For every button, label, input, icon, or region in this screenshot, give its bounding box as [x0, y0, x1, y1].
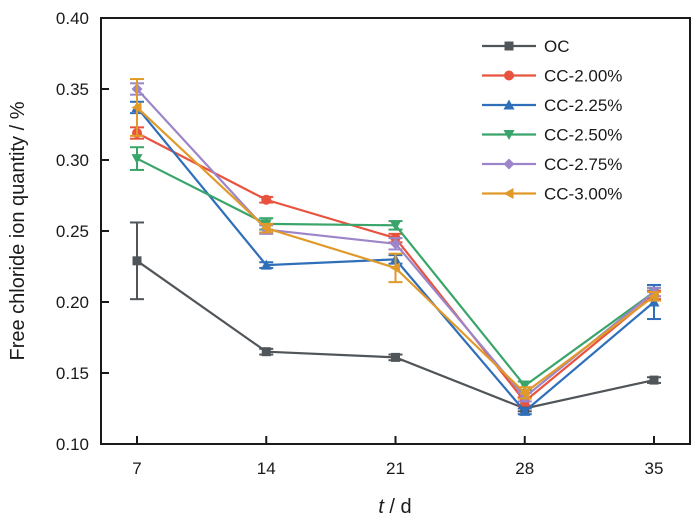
data-point — [132, 256, 142, 266]
data-point — [260, 222, 271, 234]
y-tick-label: 0.15 — [56, 364, 89, 383]
legend-item: CC-2.25% — [482, 96, 622, 115]
series-cc-3-00- — [130, 78, 661, 400]
x-axis-title-variable: t — [378, 496, 385, 518]
data-point — [391, 352, 400, 362]
x-tick-label: 35 — [645, 459, 664, 478]
data-point — [519, 387, 530, 399]
legend-item: OC — [482, 37, 570, 56]
legend-label: OC — [544, 37, 570, 56]
legend-marker — [504, 70, 514, 81]
y-tick-label: 0.10 — [56, 435, 89, 454]
legend-label: CC-2.00% — [544, 67, 622, 86]
data-point — [390, 238, 401, 250]
data-point — [260, 259, 272, 270]
x-tick-label: 21 — [386, 459, 405, 478]
x-tick-label: 28 — [515, 459, 534, 478]
legend-item: CC-2.50% — [482, 126, 622, 145]
data-point — [649, 375, 659, 385]
y-tick-label: 0.35 — [56, 80, 89, 99]
series-layer — [130, 78, 661, 416]
y-tick-label: 0.25 — [56, 222, 89, 241]
x-axis-title-unit: / d — [384, 496, 412, 518]
data-point — [390, 262, 400, 274]
x-axis-title: t / d — [378, 496, 411, 518]
x-tick-label: 7 — [132, 459, 141, 478]
legend-marker — [504, 41, 514, 51]
data-point — [648, 290, 659, 302]
legend-marker — [503, 188, 514, 199]
legend-label: CC-2.75% — [544, 155, 622, 174]
legend-item: CC-2.00% — [482, 67, 622, 86]
legend-label: CC-3.00% — [544, 185, 622, 204]
data-point — [519, 405, 531, 416]
series-oc — [130, 221, 661, 413]
y-axis: 0.10 0.15 0.20 0.25 0.30 0.35 0.40 — [56, 9, 109, 454]
legend-marker — [503, 99, 515, 110]
data-point — [261, 194, 272, 205]
x-tick-label: 14 — [257, 459, 276, 478]
legend: OC CC-2.00% CC-2.25% CC-2.50% CC-2.75% CC-3.0… — [482, 37, 622, 204]
data-point — [261, 347, 271, 357]
legend-marker — [503, 130, 515, 140]
data-point — [131, 154, 143, 165]
data-point — [131, 101, 142, 113]
y-axis-title: Free chloride ion quantity / % — [7, 101, 29, 360]
legend-item: CC-2.75% — [482, 155, 622, 174]
y-tick-label: 0.30 — [56, 151, 89, 170]
legend-label: CC-2.25% — [544, 96, 622, 115]
legend-label: CC-2.50% — [544, 126, 622, 145]
legend-item: CC-3.00% — [482, 185, 622, 204]
legend-marker — [503, 158, 515, 170]
data-point — [390, 220, 401, 231]
y-tick-label: 0.40 — [56, 9, 89, 28]
y-tick-label: 0.20 — [56, 293, 89, 312]
x-axis: 7 14 21 28 35 — [132, 436, 663, 478]
